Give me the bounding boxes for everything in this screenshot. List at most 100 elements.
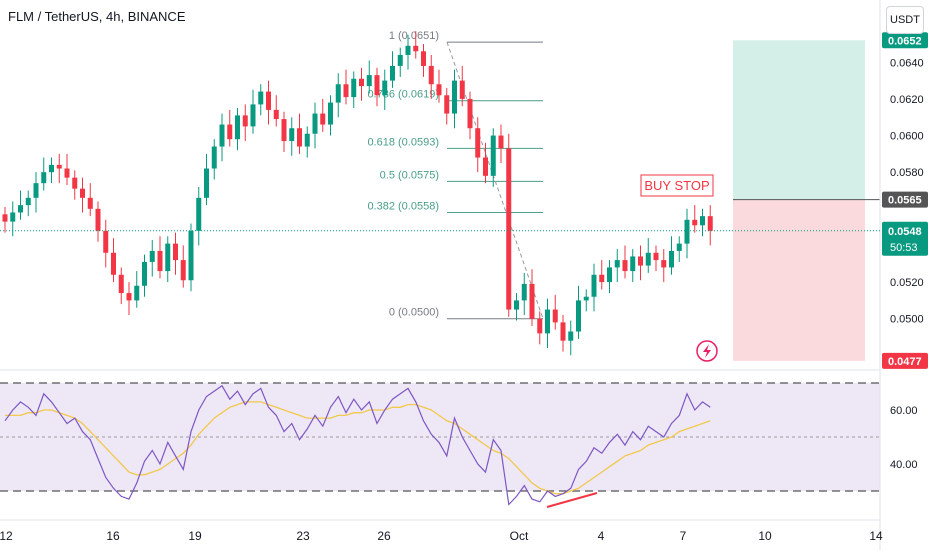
candle-body: [676, 243, 682, 251]
time-tick-label: 26: [377, 529, 391, 543]
candle-body: [80, 188, 85, 198]
candle-body: [41, 172, 47, 184]
candle-body: [560, 322, 566, 341]
candle-body: [568, 331, 574, 341]
time-tick-label: 19: [188, 529, 202, 543]
candle-body: [483, 157, 488, 176]
buy-stop-price-badge: 0.0565: [888, 195, 922, 207]
candle-body: [242, 115, 248, 127]
rsi-tick-label: 60.00: [890, 405, 918, 417]
candle-body: [118, 274, 124, 294]
candle-body: [529, 283, 535, 319]
time-tick-label: 12: [0, 529, 13, 543]
candle-body: [196, 197, 202, 231]
candle-body: [452, 80, 457, 114]
candle-body: [328, 102, 333, 125]
candle-body: [638, 256, 643, 266]
stop-loss-price-badge: 0.0477: [888, 356, 922, 368]
price-tick-label: 0.0520: [890, 277, 924, 289]
candle-body: [250, 104, 256, 127]
candle-body: [211, 146, 217, 169]
candle-body: [692, 219, 698, 226]
time-tick-label: 14: [869, 529, 883, 543]
price-tick-label: 0.0640: [890, 57, 924, 69]
candle-body: [103, 230, 109, 253]
last-price-badge: 0.0548: [888, 226, 922, 238]
candle-body: [33, 183, 39, 198]
fibonacci-retracement: 1 (0.0651)0.786 (0.0619)0.618 (0.0593)0.…: [367, 30, 544, 320]
candle-body: [622, 260, 628, 272]
time-tick-label: 10: [758, 529, 772, 543]
candle-body: [661, 260, 667, 268]
chart-title: FLM / TetherUS, 4h, BINANCE: [8, 9, 186, 24]
candle-body: [312, 113, 318, 134]
time-tick-label: 7: [680, 529, 687, 543]
target-price-badge-bg: [882, 32, 928, 49]
price-tick-label: 0.0580: [890, 167, 924, 179]
buy-stop-box: [640, 174, 714, 197]
candle-body: [614, 260, 620, 268]
candle-body: [374, 75, 380, 96]
price-badges: 0.0652 0.0565 0.0548 50:53 0.0477: [882, 32, 928, 369]
time-tick-label: 4: [598, 529, 605, 543]
currency-button[interactable]: USDT: [886, 6, 924, 34]
candle-body: [576, 300, 581, 332]
candle-body: [653, 252, 659, 261]
candle-body: [382, 80, 388, 96]
rsi-ma-line: [5, 401, 711, 495]
candle-body: [552, 309, 558, 323]
candle-body: [359, 78, 364, 87]
candle-body: [490, 135, 496, 176]
candle-body: [630, 256, 636, 272]
candle-body: [87, 197, 93, 209]
candle-body: [397, 54, 403, 66]
candle-body: [583, 296, 589, 301]
lightning-icon: [696, 340, 718, 362]
candle-body: [607, 267, 612, 283]
candle-body: [165, 243, 171, 272]
fib-level-label: 0.618 (0.0593): [367, 136, 439, 148]
candle-body: [149, 250, 155, 262]
lightning-icon-bolt: [703, 344, 711, 358]
candle-body: [521, 283, 527, 301]
candle-body: [64, 168, 70, 178]
candle-body: [444, 95, 450, 114]
candle-body: [111, 252, 116, 275]
candle-body: [351, 78, 357, 98]
candle-body: [25, 197, 31, 206]
candle-body: [18, 205, 23, 213]
buy-stop-label: BUY STOP: [644, 178, 709, 193]
candle-body: [204, 168, 209, 198]
candle-body: [700, 216, 705, 226]
candle-body: [467, 98, 473, 129]
rsi-tick-label: 40.00: [890, 459, 918, 471]
candle-body: [142, 261, 147, 286]
candle-body: [320, 113, 326, 125]
target-price-badge: 0.0652: [888, 35, 922, 47]
candle-body: [591, 274, 597, 297]
candle-body: [436, 84, 442, 96]
candle-body: [684, 219, 690, 244]
candle-body: [390, 65, 395, 81]
candle-body: [498, 135, 504, 149]
candle-body: [266, 91, 271, 110]
price-tick-label: 0.0500: [890, 314, 924, 326]
candle-body: [421, 51, 426, 66]
candle-body: [157, 250, 163, 272]
candle-body: [10, 212, 16, 222]
candle-body: [72, 177, 78, 189]
candle-body: [95, 208, 101, 231]
rsi-divergence-line: [546, 492, 598, 508]
fib-level-label: 0.382 (0.0558): [367, 200, 439, 212]
countdown-badge: 50:53: [890, 242, 918, 254]
candle-body: [126, 293, 132, 301]
candlestick-series: [2, 31, 718, 362]
candle-body: [258, 91, 264, 105]
fib-level-label: 0.5 (0.0575): [380, 169, 439, 181]
take-profit-zone: [733, 40, 865, 200]
candle-body: [405, 45, 411, 55]
candle-body: [297, 128, 302, 147]
